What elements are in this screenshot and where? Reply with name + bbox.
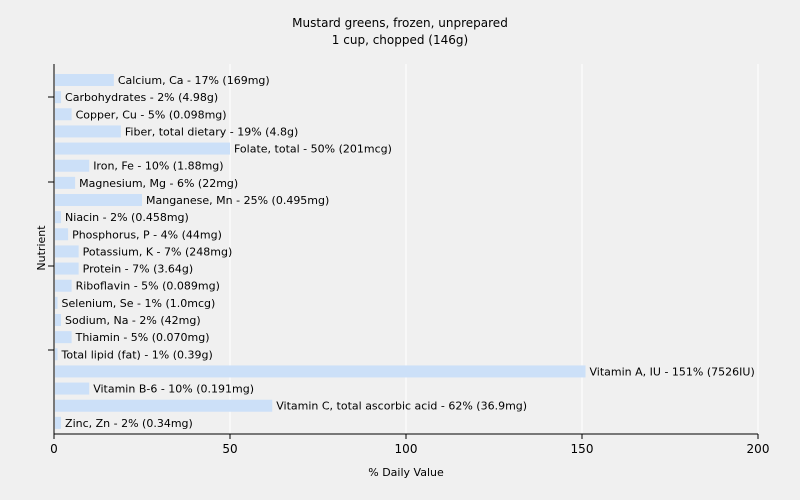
bar-label: Manganese, Mn - 25% (0.495mg) xyxy=(146,194,329,207)
bar-label: Protein - 7% (3.64g) xyxy=(83,263,194,276)
bar-label: Vitamin C, total ascorbic acid - 62% (36… xyxy=(276,400,527,413)
bar-label: Sodium, Na - 2% (42mg) xyxy=(65,314,201,327)
bar xyxy=(55,176,76,189)
bars: Calcium, Ca - 17% (169mg) Carbohydrates -… xyxy=(55,74,755,430)
bar-label: Calcium, Ca - 17% (169mg) xyxy=(118,74,270,87)
bar-label: Magnesium, Mg - 6% (22mg) xyxy=(79,177,238,190)
y-axis-title: Nutrient xyxy=(35,225,48,271)
x-tick-label: 200 xyxy=(747,442,770,456)
x-ticks: 0 50 100 150 200 xyxy=(50,434,769,456)
bar xyxy=(55,348,58,361)
bar xyxy=(55,296,58,309)
bar-label: Copper, Cu - 5% (0.098mg) xyxy=(76,108,227,121)
bar-label: Potassium, K - 7% (248mg) xyxy=(83,245,233,258)
bar xyxy=(55,416,62,429)
bar-label: Niacin - 2% (0.458mg) xyxy=(65,211,189,224)
bar xyxy=(55,125,121,138)
bar-label: Thiamin - 5% (0.070mg) xyxy=(75,331,210,344)
bar-label: Phosphorus, P - 4% (44mg) xyxy=(72,228,222,241)
bar-label: Vitamin B-6 - 10% (0.191mg) xyxy=(93,383,254,396)
bar-label: Riboflavin - 5% (0.089mg) xyxy=(76,280,220,293)
bar xyxy=(55,194,142,206)
x-axis-title: % Daily Value xyxy=(368,466,444,479)
bar xyxy=(55,399,273,412)
bar xyxy=(55,245,79,258)
bar-label: Selenium, Se - 1% (1.0mcg) xyxy=(62,297,216,310)
bar xyxy=(55,279,72,292)
bar xyxy=(55,108,72,121)
bar xyxy=(55,331,72,344)
bar xyxy=(55,91,62,104)
x-tick-label: 50 xyxy=(222,442,237,456)
bar-label: Carbohydrates - 2% (4.98g) xyxy=(65,91,218,104)
bar xyxy=(55,262,79,275)
chart-title: Mustard greens, frozen, unprepared xyxy=(292,16,508,30)
bar xyxy=(55,228,69,241)
x-tick-label: 100 xyxy=(395,442,418,456)
bar-label: Iron, Fe - 10% (1.88mg) xyxy=(93,160,223,173)
bar xyxy=(55,365,586,378)
x-tick-label: 0 xyxy=(50,442,58,456)
x-tick-label: 150 xyxy=(571,442,594,456)
chart-subtitle: 1 cup, chopped (146g) xyxy=(332,33,468,47)
bar-label: Folate, total - 50% (201mcg) xyxy=(234,143,392,156)
bar-label: Vitamin A, IU - 151% (7526IU) xyxy=(590,365,755,378)
bar-label: Total lipid (fat) - 1% (0.39g) xyxy=(61,348,213,361)
bar xyxy=(55,142,230,155)
bar xyxy=(55,74,114,86)
bar xyxy=(55,159,90,172)
bar xyxy=(55,211,62,224)
bar-label: Fiber, total dietary - 19% (4.8g) xyxy=(125,125,298,138)
bar-label: Zinc, Zn - 2% (0.34mg) xyxy=(65,417,193,430)
bar xyxy=(55,382,90,395)
bar xyxy=(55,314,62,326)
